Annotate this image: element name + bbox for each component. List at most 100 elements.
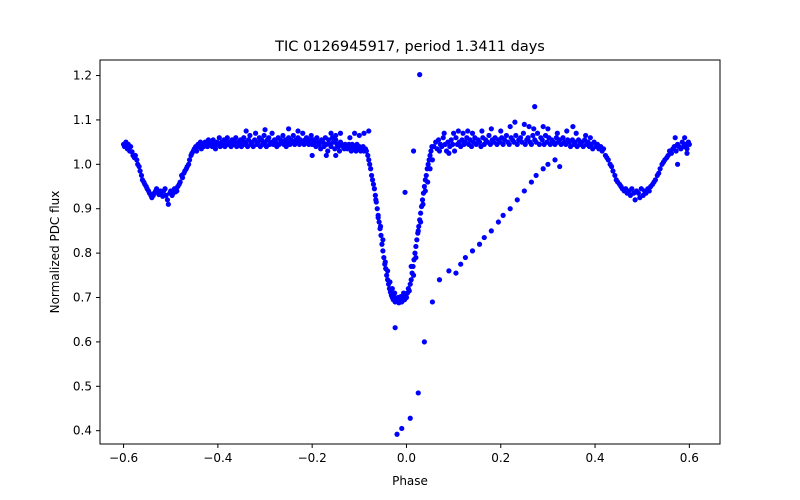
data-point <box>465 128 471 134</box>
data-point <box>280 132 286 139</box>
data-point <box>285 126 292 132</box>
data-point <box>328 143 334 150</box>
data-point <box>554 130 560 136</box>
data-point <box>323 141 329 147</box>
data-point <box>138 172 145 179</box>
data-point <box>333 132 339 139</box>
data-point <box>451 130 457 136</box>
data-point <box>656 170 662 176</box>
data-point <box>407 281 413 287</box>
data-point <box>307 137 313 143</box>
data-point <box>408 277 414 283</box>
data-point <box>534 130 541 136</box>
data-point <box>436 148 443 154</box>
data-point <box>224 135 230 141</box>
data-point <box>415 390 421 396</box>
data-point <box>128 143 134 150</box>
data-point <box>162 186 168 192</box>
y-tick-label: 0.9 <box>73 202 92 216</box>
data-point <box>450 141 456 147</box>
data-point <box>453 270 459 276</box>
data-point <box>245 137 252 143</box>
data-point <box>425 179 431 185</box>
data-point <box>194 148 200 154</box>
data-point <box>378 232 384 238</box>
x-axis: −0.6 −0.4 −0.2 0.0 0.2 0.4 0.6 <box>109 444 699 465</box>
data-point <box>177 179 183 185</box>
data-point <box>583 132 589 139</box>
data-point <box>488 126 494 132</box>
y-tick-label: 0.5 <box>73 379 92 393</box>
data-point <box>512 119 518 125</box>
data-point <box>373 197 379 203</box>
data-point <box>174 188 180 194</box>
data-point <box>412 250 418 256</box>
data-point <box>352 130 358 136</box>
data-point <box>212 146 219 152</box>
data-point <box>233 135 239 141</box>
data-point <box>403 294 410 301</box>
data-point <box>380 237 386 243</box>
data-point <box>540 123 546 130</box>
data-point <box>520 130 526 136</box>
data-point <box>337 130 344 136</box>
data-point <box>410 148 417 154</box>
data-point <box>377 223 384 230</box>
data-point <box>389 286 395 292</box>
data-point <box>381 254 387 261</box>
data-point <box>608 163 615 170</box>
data-point <box>414 237 420 243</box>
data-point <box>446 268 452 274</box>
data-point <box>455 128 461 134</box>
data-point <box>605 157 611 163</box>
x-tick-label: −0.2 <box>298 451 327 465</box>
x-tick-label: −0.4 <box>203 451 232 465</box>
y-tick-label: 1.2 <box>73 69 92 83</box>
data-point <box>506 141 512 147</box>
data-point <box>488 228 494 234</box>
data-point <box>371 186 377 192</box>
data-point <box>262 127 268 133</box>
data-point <box>422 188 428 194</box>
data-point <box>468 143 475 150</box>
data-point <box>134 157 140 163</box>
data-point <box>629 186 635 192</box>
data-point <box>587 135 593 141</box>
data-point <box>682 135 688 141</box>
data-point <box>427 152 433 159</box>
chart-title: TIC 0126945917, period 1.3411 days <box>274 39 545 55</box>
data-point <box>137 168 143 174</box>
data-point <box>545 126 551 132</box>
data-point <box>429 157 435 163</box>
data-point <box>369 177 376 183</box>
data-point <box>408 263 414 270</box>
data-point <box>500 141 506 147</box>
data-point <box>308 132 314 139</box>
y-axis-label: Normalized PDC flux <box>48 191 62 314</box>
data-point <box>646 188 652 194</box>
data-point <box>374 206 380 212</box>
data-point <box>392 325 398 331</box>
data-point <box>418 210 424 216</box>
data-point <box>564 128 570 134</box>
data-point <box>528 141 535 147</box>
data-point <box>418 219 424 225</box>
y-tick-label: 1.1 <box>73 113 92 127</box>
data-point <box>382 259 388 265</box>
data-point <box>420 201 426 207</box>
data-points <box>120 72 692 437</box>
data-point <box>366 157 372 163</box>
data-point <box>231 139 237 145</box>
data-point <box>557 163 563 170</box>
data-point <box>410 272 417 278</box>
data-point <box>238 143 245 150</box>
data-point <box>407 415 413 421</box>
data-point <box>673 148 679 154</box>
x-tick-label: 0.2 <box>491 451 510 465</box>
data-point <box>384 272 390 278</box>
data-point <box>385 268 391 274</box>
data-point <box>536 141 543 147</box>
data-point <box>370 181 377 187</box>
data-point <box>336 148 343 154</box>
